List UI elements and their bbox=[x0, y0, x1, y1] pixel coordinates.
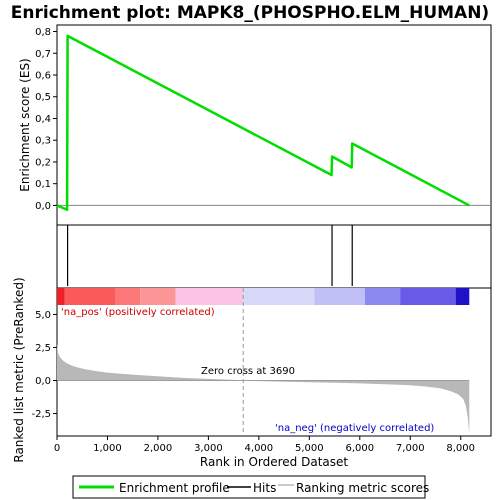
metric-y-tick-label: -2,5 bbox=[31, 409, 51, 420]
color-bar-segment bbox=[140, 288, 176, 305]
x-tick-label: 8,000 bbox=[446, 443, 475, 454]
zero-cross-label: Zero cross at 3690 bbox=[201, 366, 295, 377]
color-bar-segment bbox=[364, 288, 401, 305]
es-y-tick-label: 0,2 bbox=[35, 157, 51, 168]
x-tick-label: 6,000 bbox=[345, 443, 374, 454]
x-tick-label: 0 bbox=[54, 443, 60, 454]
x-tick-label: 4,000 bbox=[245, 443, 274, 454]
es-y-tick-label: 0,6 bbox=[35, 71, 51, 82]
legend-label-hits: Hits bbox=[253, 481, 276, 495]
hits-layer bbox=[66, 225, 353, 286]
color-bar-segment bbox=[175, 288, 244, 305]
es-y-tick-label: 0,4 bbox=[35, 114, 51, 125]
metric-y-tick-label: 5,0 bbox=[35, 310, 51, 321]
metric-y-tick-label: 0,0 bbox=[35, 376, 51, 387]
rank-color-bar bbox=[57, 288, 470, 305]
positive-correlation-label: 'na_pos' (positively correlated) bbox=[61, 307, 215, 318]
color-bar-segment bbox=[115, 288, 141, 305]
es-y-axis-label: Enrichment score (ES) bbox=[18, 58, 32, 191]
color-bar-segment bbox=[314, 288, 365, 305]
legend: Enrichment profile Hits Ranking metric s… bbox=[72, 475, 429, 499]
legend-label-ranking-metric: Ranking metric scores bbox=[296, 481, 429, 495]
es-y-tick-label: 0,1 bbox=[35, 179, 51, 190]
negative-correlation-label: 'na_neg' (negatively correlated) bbox=[275, 423, 434, 434]
x-tick-label: 1,000 bbox=[93, 443, 122, 454]
color-bar-segment bbox=[64, 288, 116, 305]
x-axis-label: Rank in Ordered Dataset bbox=[200, 455, 348, 469]
hits-panel-frame bbox=[56, 224, 492, 289]
x-axis: 0 1,000 2,000 3,000 4,000 5,000 6,000 7,000 8,00… bbox=[54, 436, 475, 454]
metric-y-tick-label: 2,5 bbox=[35, 343, 51, 354]
color-bar-segment bbox=[455, 288, 470, 305]
enrichment-profile-line bbox=[56, 34, 470, 212]
color-bar-segment bbox=[400, 288, 456, 305]
ranking-metric-area bbox=[57, 343, 470, 434]
color-bar-segment bbox=[243, 288, 315, 305]
legend-label-enrichment-profile: Enrichment profile bbox=[119, 481, 230, 495]
x-tick-label: 7,000 bbox=[396, 443, 425, 454]
chart-title: Enrichment plot: MAPK8_(PHOSPHO.ELM_HUMA… bbox=[11, 3, 489, 23]
x-tick-label: 2,000 bbox=[144, 443, 173, 454]
es-y-tick-label: 0,5 bbox=[35, 92, 51, 103]
es-y-tick-label: 0,3 bbox=[35, 136, 51, 147]
x-tick-label: 5,000 bbox=[295, 443, 324, 454]
es-y-tick-label: 0,0 bbox=[35, 201, 51, 212]
es-y-tick-label: 0,7 bbox=[35, 49, 51, 60]
enrichment-panel-frame bbox=[56, 24, 492, 226]
x-tick-label: 3,000 bbox=[194, 443, 223, 454]
es-y-tick-label: 0,8 bbox=[35, 27, 51, 38]
color-bar-segment bbox=[57, 288, 65, 305]
metric-y-axis-label: Ranked list metric (PreRanked) bbox=[12, 277, 26, 462]
enrichment-score-layer: 0,0 0,1 0,2 0,3 0,4 0,5 0,6 0,7 0,8 bbox=[35, 27, 491, 212]
ranked-metric-layer: -2,5 0,0 2,5 5,0 bbox=[31, 288, 470, 436]
